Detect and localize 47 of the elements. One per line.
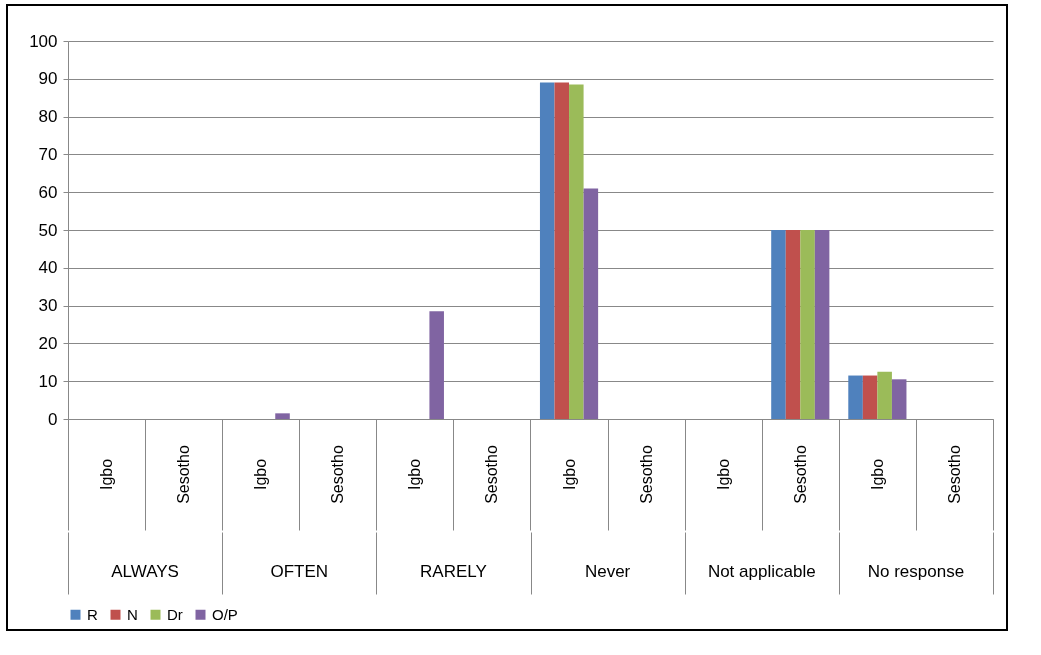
x-tick-label: Igbo	[406, 458, 424, 491]
text: Not applicable	[707, 562, 816, 581]
bar	[429, 311, 444, 419]
x-tick-label: Sesotho	[791, 445, 809, 504]
legend-label: R	[87, 605, 98, 623]
y-tick-label: 20	[38, 333, 58, 353]
x-tick-label: Igbo	[560, 458, 578, 491]
bar	[275, 413, 290, 419]
x-tick-label: Sesotho	[483, 445, 501, 504]
legend-label: O/P	[212, 605, 238, 623]
y-tick-label: 90	[38, 69, 58, 89]
x-tick-label: Igbo	[868, 458, 886, 491]
bar	[891, 379, 907, 419]
text: ALWAYS	[111, 562, 179, 581]
x-tick-label: Igbo	[98, 458, 116, 491]
bar	[583, 188, 599, 419]
bar	[554, 82, 570, 419]
y-tick-label: 100	[29, 31, 58, 51]
bar	[569, 84, 584, 419]
y-tick-label: 0	[48, 409, 58, 429]
bar	[539, 82, 555, 419]
y-tick-label: 50	[38, 220, 58, 240]
x-tick-label: Igbo	[252, 458, 270, 491]
text: Never	[584, 562, 631, 581]
y-tick-label: 80	[38, 107, 58, 127]
bar	[862, 375, 878, 419]
bar	[848, 375, 863, 419]
bar	[877, 371, 892, 419]
y-tick-label: 70	[38, 144, 58, 164]
x-tick-label: Sesotho	[329, 445, 347, 504]
text: OFTEN	[270, 562, 329, 581]
x-tick-label: Igbo	[714, 458, 732, 491]
x-tick-label: Sesotho	[175, 445, 193, 504]
y-tick-label: 40	[38, 258, 58, 278]
bar	[785, 230, 801, 419]
bar	[814, 230, 830, 419]
x-tick-label: Sesotho	[637, 445, 655, 504]
legend-label: Dr	[167, 605, 183, 623]
bar	[800, 230, 815, 419]
text: RARELY	[420, 562, 487, 581]
text: No response	[867, 562, 965, 581]
y-tick-label: 10	[38, 371, 58, 391]
x-tick-label: Sesotho	[945, 445, 963, 504]
y-tick-label: 30	[38, 296, 58, 316]
bar	[771, 230, 786, 419]
y-tick-label: 60	[38, 182, 58, 202]
legend-label: N	[127, 605, 138, 623]
